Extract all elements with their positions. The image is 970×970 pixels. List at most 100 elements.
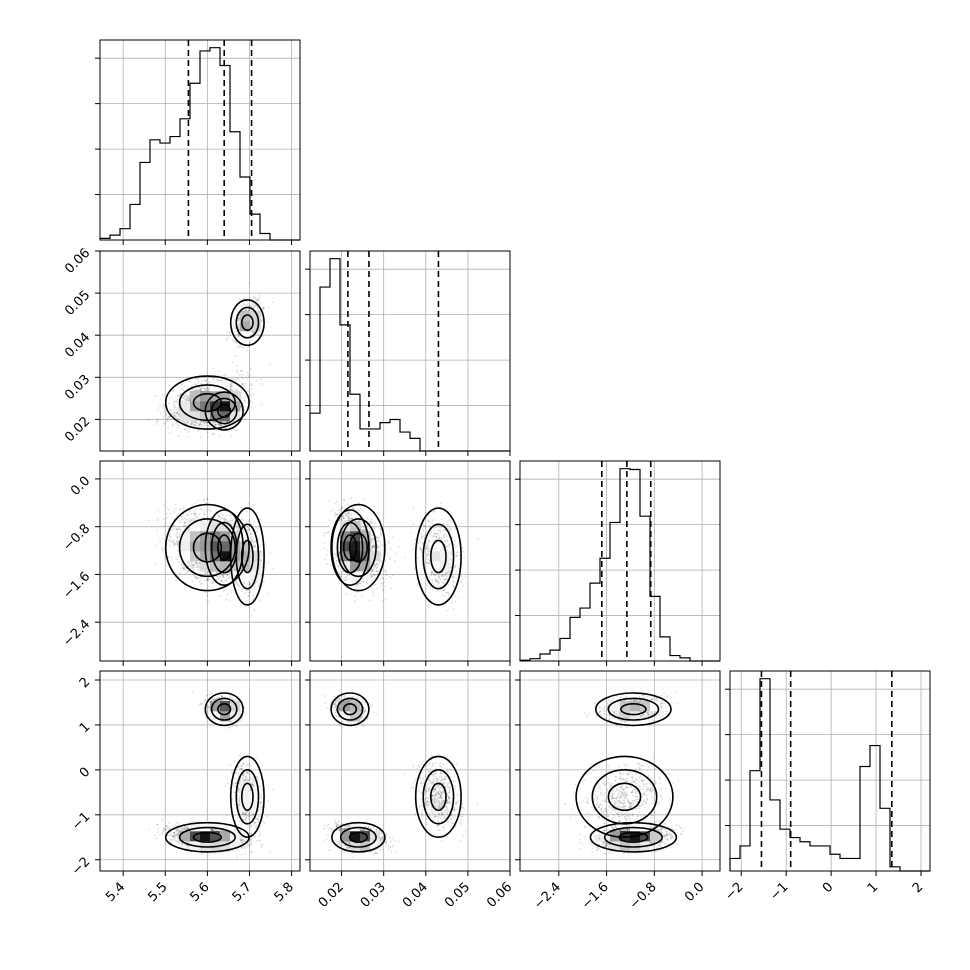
sample-point <box>219 518 222 520</box>
sample-point <box>238 379 241 381</box>
sample-point <box>161 425 164 427</box>
sample-point <box>205 424 207 427</box>
sample-point <box>240 304 243 307</box>
sample-point <box>178 394 181 397</box>
sample-point <box>186 395 188 398</box>
sample-point <box>207 377 209 380</box>
sample-point <box>262 581 265 583</box>
sample-point <box>161 548 164 551</box>
sample-point <box>192 429 195 431</box>
sample-point <box>167 426 169 429</box>
sample-point <box>222 590 225 592</box>
sample-point <box>236 581 239 584</box>
sample-point <box>187 514 190 516</box>
sample-point <box>168 540 171 543</box>
sample-point <box>254 305 257 307</box>
sample-point <box>176 426 179 429</box>
sample-point <box>252 594 255 596</box>
sample-point <box>178 425 181 427</box>
sample-point <box>162 518 165 521</box>
sample-point <box>225 421 228 423</box>
sample-point <box>199 421 202 424</box>
sample-point <box>226 331 229 334</box>
sample-point <box>183 428 186 431</box>
sample-point <box>234 355 237 357</box>
sample-point <box>197 568 200 571</box>
sample-point <box>197 563 200 565</box>
sample-point <box>174 416 177 419</box>
sample-point <box>203 498 206 501</box>
sample-point <box>261 308 264 310</box>
sample-point <box>216 379 219 381</box>
sample-point <box>252 596 255 599</box>
sample-point <box>267 306 270 309</box>
panel-frame <box>519 460 721 662</box>
sample-point <box>241 519 244 521</box>
sample-point <box>182 518 185 521</box>
sample-point <box>168 402 170 405</box>
sample-point <box>165 411 168 414</box>
sample-point <box>250 401 253 404</box>
sample-point <box>203 579 206 582</box>
sample-point <box>199 389 202 392</box>
sample-point <box>249 367 252 369</box>
sample-point <box>229 332 232 335</box>
sample-point <box>231 361 234 364</box>
sample-point <box>220 512 223 515</box>
sample-point <box>200 508 203 510</box>
sample-point <box>176 401 179 404</box>
sample-point <box>178 407 180 409</box>
sample-point <box>231 339 234 341</box>
sample-point <box>243 384 246 387</box>
sample-point <box>221 517 224 520</box>
sample-point <box>199 423 202 426</box>
sample-point <box>253 608 255 611</box>
sample-point <box>235 379 238 382</box>
sample-point <box>222 374 224 377</box>
sample-point <box>243 582 246 585</box>
sample-point <box>250 387 253 390</box>
sample-point <box>207 585 210 587</box>
sample-point <box>174 404 177 407</box>
sample-point <box>222 514 225 517</box>
sample-point <box>240 346 242 349</box>
sample-point <box>207 380 210 383</box>
sample-point <box>161 394 164 396</box>
sample-point <box>261 320 263 323</box>
sample-point <box>212 581 215 583</box>
sample-point <box>210 509 213 512</box>
sample-point <box>248 527 251 530</box>
sample-point <box>161 546 164 549</box>
sample-point <box>246 349 249 351</box>
sample-point <box>250 393 253 395</box>
sample-point <box>245 377 248 380</box>
histogram-step-line <box>519 468 720 662</box>
sample-point <box>205 380 208 383</box>
sample-point <box>207 431 209 434</box>
sample-point <box>191 580 194 583</box>
sample-point <box>227 593 229 595</box>
sample-point <box>207 425 210 427</box>
sample-point <box>237 585 240 588</box>
sample-point <box>173 511 176 513</box>
sample-point <box>185 397 188 400</box>
sample-point <box>244 382 247 385</box>
sample-point <box>200 387 202 389</box>
sample-point <box>238 323 241 325</box>
sample-point <box>169 512 172 515</box>
sample-point <box>170 418 172 421</box>
sample-point <box>227 577 230 580</box>
sample-point <box>223 579 226 582</box>
histogram-p3 <box>725 670 931 876</box>
sample-point <box>185 393 188 396</box>
sample-point <box>186 562 189 565</box>
sample-point <box>248 345 250 348</box>
sample-point <box>208 509 211 511</box>
sample-point <box>199 435 202 438</box>
sample-point <box>208 578 210 580</box>
sample-point <box>250 368 253 371</box>
sample-point <box>260 302 262 304</box>
sample-point <box>225 374 228 377</box>
sample-point <box>236 429 239 431</box>
sample-point <box>247 502 250 505</box>
